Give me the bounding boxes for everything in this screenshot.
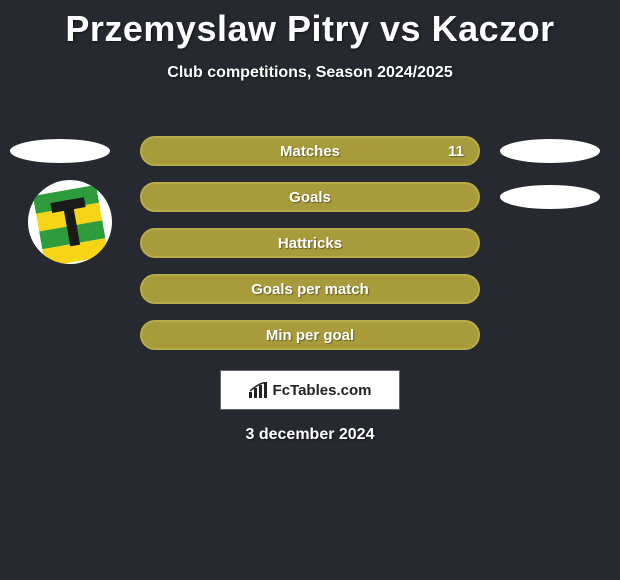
stat-label: Min per goal — [266, 327, 354, 344]
stat-label: Goals per match — [251, 281, 369, 298]
team-logo-graphic — [33, 185, 107, 259]
page-title: Przemyslaw Pitry vs Kaczor — [0, 0, 620, 50]
stat-row-matches: Matches 11 — [0, 128, 620, 174]
stat-label: Matches — [280, 143, 340, 160]
stat-row-gpm: Goals per match — [0, 266, 620, 312]
right-value-ellipse — [500, 139, 600, 163]
stat-bar: Goals — [140, 182, 480, 212]
chart-icon — [249, 382, 269, 398]
left-value-ellipse — [10, 139, 110, 163]
stat-label: Hattricks — [278, 235, 342, 252]
stat-label: Goals — [289, 189, 331, 206]
right-value-ellipse — [500, 185, 600, 209]
stat-bar: Matches 11 — [140, 136, 480, 166]
stat-row-mpg: Min per goal — [0, 312, 620, 358]
branding-box[interactable]: FcTables.com — [220, 370, 400, 410]
team-logo — [28, 180, 112, 264]
stat-bar: Hattricks — [140, 228, 480, 258]
stat-bar: Goals per match — [140, 274, 480, 304]
page-subtitle: Club competitions, Season 2024/2025 — [0, 64, 620, 82]
branding-text: FcTables.com — [273, 382, 372, 399]
stat-bar: Min per goal — [140, 320, 480, 350]
date-label: 3 december 2024 — [0, 426, 620, 444]
stat-value-right: 11 — [448, 143, 464, 160]
